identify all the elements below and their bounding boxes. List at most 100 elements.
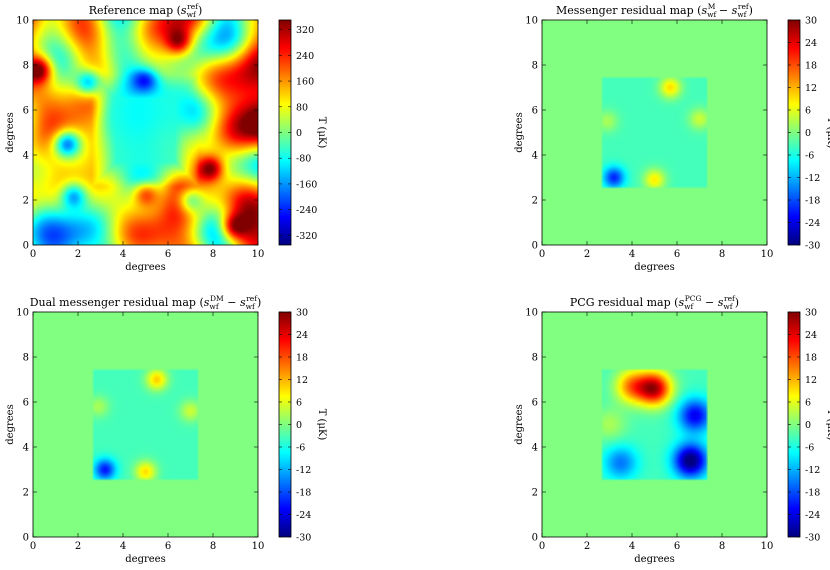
x-tick-label: 10 — [761, 541, 774, 552]
colorbar-tick-label: -24 — [296, 510, 311, 521]
colorbar-tick-label: 18 — [805, 353, 817, 364]
title-title-sym: s — [678, 296, 684, 309]
axes-frame — [32, 311, 259, 538]
x-tick-label: 8 — [719, 541, 725, 552]
colorbar-tick-label: 0 — [296, 128, 302, 139]
title-title-main: Dual messenger residual map ( — [30, 296, 204, 309]
x-tick-label: 4 — [120, 249, 126, 260]
colorbar-tick-label: -6 — [805, 151, 814, 162]
colorbar-tick-label: 160 — [296, 77, 314, 88]
heatmap-image — [542, 312, 767, 537]
title-title-sup: PCG — [685, 294, 702, 303]
colorbar-tick-label: 24 — [296, 330, 308, 341]
colorbar-tick-label: -24 — [805, 218, 820, 229]
y-axis-label: degrees — [514, 404, 525, 444]
colorbar-tick-label: 6 — [805, 398, 811, 409]
colorbar-tick-label: -18 — [296, 488, 311, 499]
title-title-sub: wf — [209, 302, 219, 311]
colorbar-tick-label: 24 — [805, 330, 817, 341]
chart-title: PCG residual map (swfPCG − swfref) — [570, 294, 739, 311]
y-tick-label: 0 — [23, 533, 29, 544]
heatmap-image — [33, 312, 258, 537]
heatmap-image — [33, 20, 258, 245]
x-tick-label: 10 — [252, 541, 265, 552]
y-tick-label: 10 — [525, 308, 538, 319]
axes-frame — [541, 311, 768, 538]
title-title-tail: ) — [735, 296, 739, 309]
title-title-sub: wf — [684, 302, 694, 311]
y-tick-label: 4 — [532, 151, 538, 162]
y-tick-label: 0 — [532, 533, 538, 544]
colorbar-tick-label: -30 — [805, 533, 820, 544]
colorbar — [788, 20, 800, 245]
colorbar-tick-label: 0 — [296, 420, 302, 431]
y-tick-label: 10 — [525, 16, 538, 27]
title-title-sub2: wf — [246, 302, 256, 311]
x-tick-label: 6 — [674, 541, 680, 552]
x-tick-label: 2 — [584, 249, 590, 260]
colorbar-label: T (μK) — [825, 117, 830, 149]
y-tick-label: 2 — [23, 196, 29, 207]
title-title-main: PCG residual map ( — [570, 296, 679, 309]
x-axis-label: degrees — [125, 262, 165, 273]
title-title-mid: − — [224, 296, 240, 309]
title-title-sym: s — [204, 296, 210, 309]
x-tick-label: 0 — [30, 249, 36, 260]
colorbar-tick-label: 30 — [805, 16, 817, 27]
colorbar-tick-label: -6 — [805, 443, 814, 454]
x-tick-label: 6 — [165, 541, 171, 552]
title-title-sup2: ref — [738, 2, 750, 11]
y-tick-label: 2 — [532, 196, 538, 207]
y-axis-label: degrees — [5, 404, 16, 444]
chart-title: Messenger residual map (swfM − swfref) — [556, 2, 753, 19]
colorbar-tick-label: 0 — [805, 128, 811, 139]
x-tick-label: 8 — [719, 249, 725, 260]
colorbar-tick-label: 30 — [296, 308, 308, 319]
y-tick-label: 6 — [23, 106, 29, 117]
y-tick-label: 8 — [532, 353, 538, 364]
heatmap-image — [542, 20, 767, 245]
title-title-mid: − — [702, 296, 718, 309]
y-tick-label: 4 — [23, 151, 29, 162]
y-tick-label: 6 — [532, 398, 538, 409]
y-tick-label: 8 — [23, 61, 29, 72]
panel-reference: 0 2 4 6 8 10 0 2 4 6 8 10 degrees degrees Reference ma… — [5, 2, 327, 273]
colorbar-label: T (μK) — [825, 409, 830, 441]
colorbar-tick-label: -12 — [805, 173, 820, 184]
x-tick-label: 6 — [165, 249, 171, 260]
y-tick-label: 2 — [23, 488, 29, 499]
y-tick-label: 10 — [16, 308, 29, 319]
colorbar-tick-label: 12 — [805, 375, 817, 386]
chart-title: Reference map (swfref) — [89, 2, 203, 19]
y-tick-label: 4 — [532, 443, 538, 454]
title-title-sup: ref — [187, 2, 199, 11]
x-tick-label: 8 — [210, 541, 216, 552]
title-title-sup2: ref — [246, 294, 258, 303]
colorbar-tick-label: 24 — [805, 38, 817, 49]
x-tick-label: 2 — [584, 541, 590, 552]
x-tick-label: 2 — [75, 541, 81, 552]
title-title-main: Reference map ( — [89, 4, 181, 17]
colorbar-tick-label: 80 — [296, 102, 308, 113]
x-tick-label: 6 — [674, 249, 680, 260]
x-axis-label: degrees — [125, 554, 165, 565]
colorbar-tick-label: 30 — [805, 308, 817, 319]
colorbar — [279, 20, 291, 245]
axes-frame — [541, 19, 768, 246]
title-title-tail: ) — [198, 4, 202, 17]
y-tick-label: 6 — [23, 398, 29, 409]
y-tick-label: 10 — [16, 16, 29, 27]
x-tick-label: 2 — [75, 249, 81, 260]
y-tick-label: 0 — [23, 241, 29, 252]
title-title-sym2: s — [240, 296, 246, 309]
colorbar-tick-label: -12 — [296, 465, 311, 476]
colorbar-tick-label: -160 — [296, 179, 317, 190]
x-tick-label: 0 — [539, 541, 545, 552]
y-tick-label: 8 — [23, 353, 29, 364]
x-axis-label: degrees — [634, 554, 674, 565]
x-axis-label: degrees — [634, 262, 674, 273]
colorbar-tick-label: 240 — [296, 51, 314, 62]
